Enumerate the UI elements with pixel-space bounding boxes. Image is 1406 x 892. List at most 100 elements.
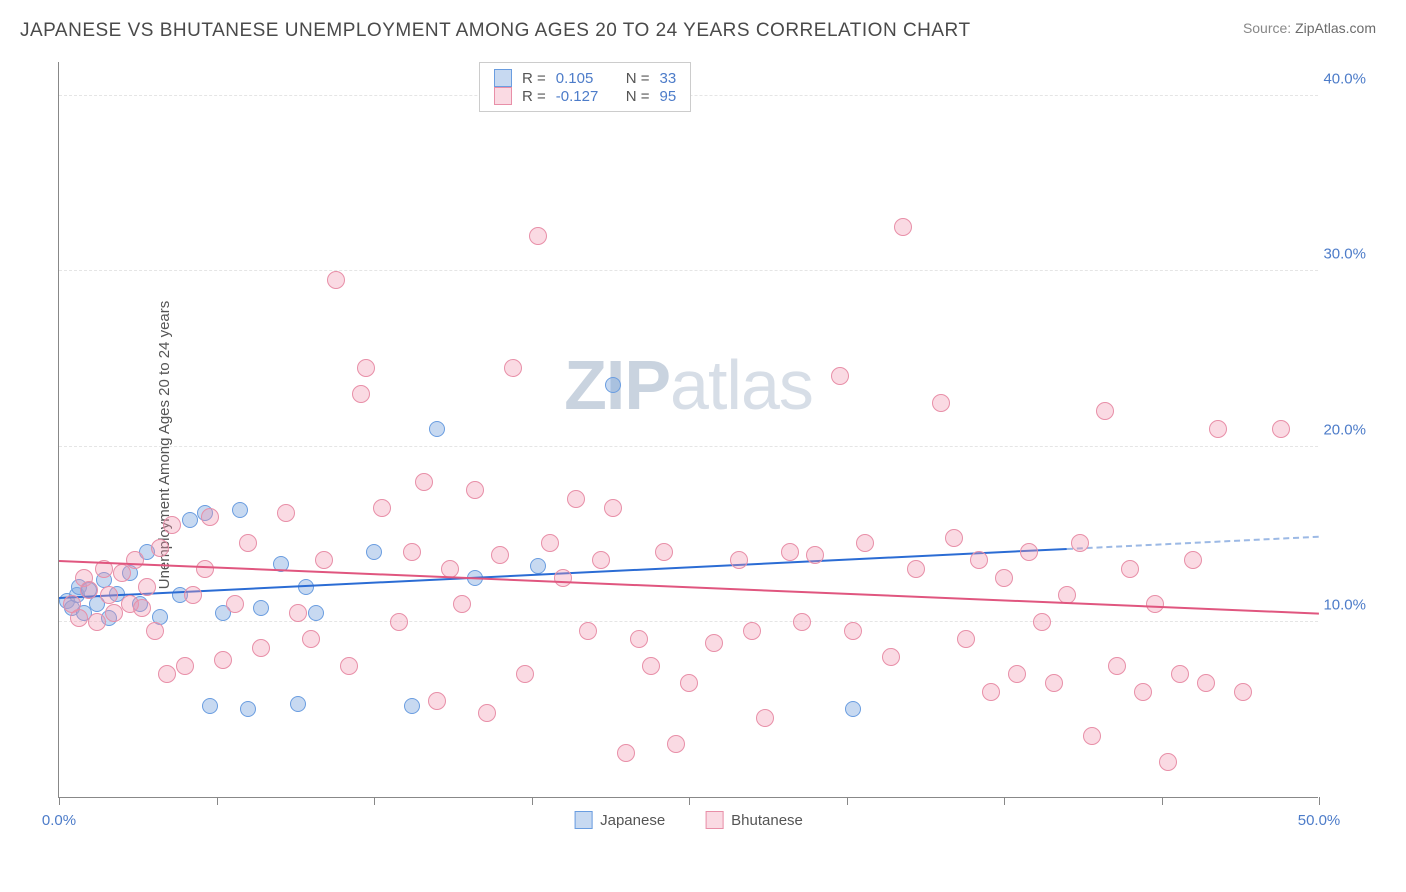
data-point	[126, 551, 144, 569]
legend-n-label: N =	[626, 88, 650, 105]
data-point	[70, 609, 88, 627]
x-tick-label: 0.0%	[42, 812, 76, 829]
data-point	[1209, 420, 1227, 438]
data-point	[844, 622, 862, 640]
data-point	[196, 560, 214, 578]
source-label: Source:	[1243, 20, 1291, 36]
data-point	[995, 569, 1013, 587]
data-point	[793, 613, 811, 631]
legend-stat-row: R = 0.105 N = 33	[494, 69, 676, 87]
legend-item: Japanese	[574, 811, 665, 829]
gridline	[59, 446, 1318, 447]
chart-title: JAPANESE VS BHUTANESE UNEMPLOYMENT AMONG…	[20, 20, 971, 42]
data-point	[1121, 560, 1139, 578]
data-point	[1171, 665, 1189, 683]
data-point	[176, 657, 194, 675]
data-point	[201, 508, 219, 526]
data-point	[655, 543, 673, 561]
data-point	[1045, 674, 1063, 692]
data-point	[1184, 551, 1202, 569]
plot-area: ZIPatlas R = 0.105N = 33R = -0.127N = 95…	[58, 62, 1318, 798]
data-point	[133, 599, 151, 617]
data-point	[617, 744, 635, 762]
legend-n-label: N =	[626, 70, 650, 87]
data-point	[957, 630, 975, 648]
watermark: ZIPatlas	[564, 345, 813, 425]
data-point	[1159, 753, 1177, 771]
data-point	[894, 218, 912, 236]
data-point	[730, 551, 748, 569]
data-point	[1096, 402, 1114, 420]
data-point	[232, 502, 248, 518]
data-point	[214, 651, 232, 669]
data-point	[932, 394, 950, 412]
data-point	[308, 605, 324, 621]
data-point	[970, 551, 988, 569]
data-point	[845, 701, 861, 717]
source-link[interactable]: ZipAtlas.com	[1295, 20, 1376, 36]
data-point	[340, 657, 358, 675]
data-point	[163, 516, 181, 534]
data-point	[516, 665, 534, 683]
data-point	[239, 534, 257, 552]
data-point	[530, 558, 546, 574]
source: Source: ZipAtlas.com	[1243, 20, 1376, 36]
data-point	[1146, 595, 1164, 613]
data-point	[138, 578, 156, 596]
legend-stats: R = 0.105N = 33R = -0.127N = 95	[479, 62, 691, 112]
x-tick	[1319, 797, 1320, 805]
data-point	[680, 674, 698, 692]
data-point	[781, 543, 799, 561]
data-point	[541, 534, 559, 552]
data-point	[357, 359, 375, 377]
data-point	[1108, 657, 1126, 675]
x-tick	[1004, 797, 1005, 805]
data-point	[831, 367, 849, 385]
data-point	[302, 630, 320, 648]
y-tick-label: 10.0%	[1323, 596, 1366, 613]
data-point	[579, 622, 597, 640]
data-point	[1134, 683, 1152, 701]
data-point	[567, 490, 585, 508]
data-point	[184, 586, 202, 604]
data-point	[403, 543, 421, 561]
data-point	[667, 735, 685, 753]
legend-series: Japanese Bhutanese	[574, 811, 803, 829]
data-point	[1008, 665, 1026, 683]
data-point	[705, 634, 723, 652]
data-point	[202, 698, 218, 714]
data-point	[554, 569, 572, 587]
data-point	[453, 595, 471, 613]
data-point	[592, 551, 610, 569]
legend-swatch	[494, 87, 512, 105]
legend-label: Japanese	[600, 812, 665, 829]
data-point	[1197, 674, 1215, 692]
data-point	[404, 698, 420, 714]
data-point	[604, 499, 622, 517]
gridline	[59, 270, 1318, 271]
data-point	[429, 421, 445, 437]
data-point	[226, 595, 244, 613]
x-tick	[217, 797, 218, 805]
data-point	[907, 560, 925, 578]
data-point	[88, 613, 106, 631]
legend-r-value: 0.105	[556, 70, 616, 87]
data-point	[415, 473, 433, 491]
legend-r-label: R =	[522, 70, 546, 87]
legend-n-value: 95	[660, 88, 677, 105]
data-point	[882, 648, 900, 666]
data-point	[1234, 683, 1252, 701]
data-point	[315, 551, 333, 569]
data-point	[466, 481, 484, 499]
data-point	[253, 600, 269, 616]
legend-n-value: 33	[660, 70, 677, 87]
data-point	[252, 639, 270, 657]
data-point	[151, 539, 169, 557]
data-point	[1083, 727, 1101, 745]
trend-line-dash	[1067, 536, 1319, 550]
legend-item: Bhutanese	[705, 811, 803, 829]
data-point	[290, 696, 306, 712]
legend-swatch	[494, 69, 512, 87]
data-point	[1020, 543, 1038, 561]
data-point	[1272, 420, 1290, 438]
